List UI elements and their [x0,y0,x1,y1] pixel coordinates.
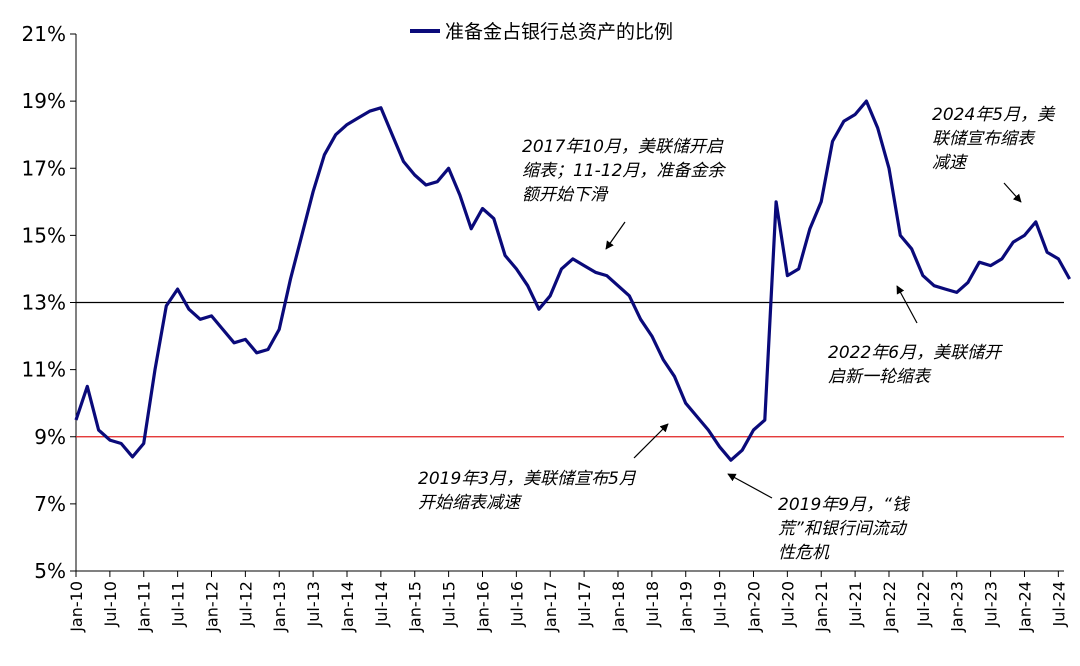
annotation-text: 联储宣布缩表 [932,129,1036,149]
legend-label: 准备金占银行总资产的比例 [445,21,673,43]
x-tick-label: Jan-16 [473,581,492,633]
series-group [74,99,1071,462]
x-tick-label: Jul-12 [236,581,255,627]
y-tick-label: 11% [22,358,66,382]
annotation-arrow [633,423,669,459]
y-tick-label: 19% [22,89,66,113]
y-tick-label: 9% [34,425,66,449]
x-tick-label: Jul-23 [982,581,1001,627]
annotation-text: 2017年10月，美联储开启 [522,137,724,157]
x-tick-label: Jan-23 [948,581,967,633]
series-line [74,99,1071,462]
x-tick-label: Jul-18 [643,581,662,627]
x-tick-label: Jul-15 [440,581,459,627]
annotation-arrow [727,473,773,499]
annotation-arrow [1003,182,1022,203]
x-tick-label: Jul-11 [169,581,188,627]
annotation-text: 额开始下滑 [522,185,609,205]
x-tick-label: Jul-21 [846,581,865,627]
x-tick-label: Jan-21 [812,581,831,633]
x-tick-label: Jul-20 [778,581,797,627]
x-tick-label: Jan-22 [880,581,899,633]
x-tick-label: Jul-14 [372,581,391,627]
annotation-text: 性危机 [778,543,830,563]
y-tick-label: 7% [34,492,66,516]
x-tick-label: Jul-10 [101,581,120,627]
annotation-text: 荒”和银行间流动 [778,519,908,539]
x-tick-label: Jan-14 [338,581,357,633]
legend: 准备金占银行总资产的比例 [410,21,673,43]
annotation-text: 缩表；11-12月，准备金余 [522,161,726,181]
x-tick-label: Jan-12 [202,581,221,633]
x-tick-label: Jul-17 [575,581,594,627]
axes: 5% 7% 9% 11% 13% 15% 17% 19% 21% Jan-10 Jul-10 Jan-… [22,22,1069,633]
x-tick-label: Jan-19 [677,581,696,633]
y-tick-label: 5% [34,559,66,583]
annotation-arrow [605,221,626,250]
annotation-text: 2019年9月，“钱 [778,495,911,515]
x-tick-label: Jan-10 [67,581,86,633]
y-tick-label: 21% [22,22,66,46]
x-tick-label: Jul-16 [507,581,526,627]
x-tick-label: Jul-19 [711,581,730,627]
reference-lines [76,301,1064,438]
x-tick-label: Jan-15 [406,581,425,633]
x-tick-label: Jul-13 [304,581,323,627]
y-tick-label: 13% [22,291,66,315]
x-tick-label: Jan-11 [135,581,154,633]
annotation-text: 减速 [932,153,969,173]
y-tick-label: 17% [22,156,66,180]
x-tick-label: Jul-22 [914,581,933,627]
annotation-text: 开始缩表减速 [418,493,523,513]
x-tick-label: Jan-24 [1015,581,1034,633]
annotation-text: 启新一轮缩表 [828,367,932,387]
annotation-text: 2024年5月，美 [932,105,1056,125]
x-tick-label: Jan-18 [609,581,628,633]
annotation-text: 2019年3月，美联储宣布5月 [418,469,637,489]
y-tick-label: 15% [22,223,66,247]
x-tick-label: Jan-17 [541,581,560,633]
annotation-text: 2022年6月，美联储开 [828,343,1003,363]
x-tick-label: Jan-13 [270,581,289,633]
annotation-arrow [896,285,918,324]
x-tick-label: Jan-20 [744,581,763,633]
x-tick-label: Jul-24 [1049,581,1068,627]
